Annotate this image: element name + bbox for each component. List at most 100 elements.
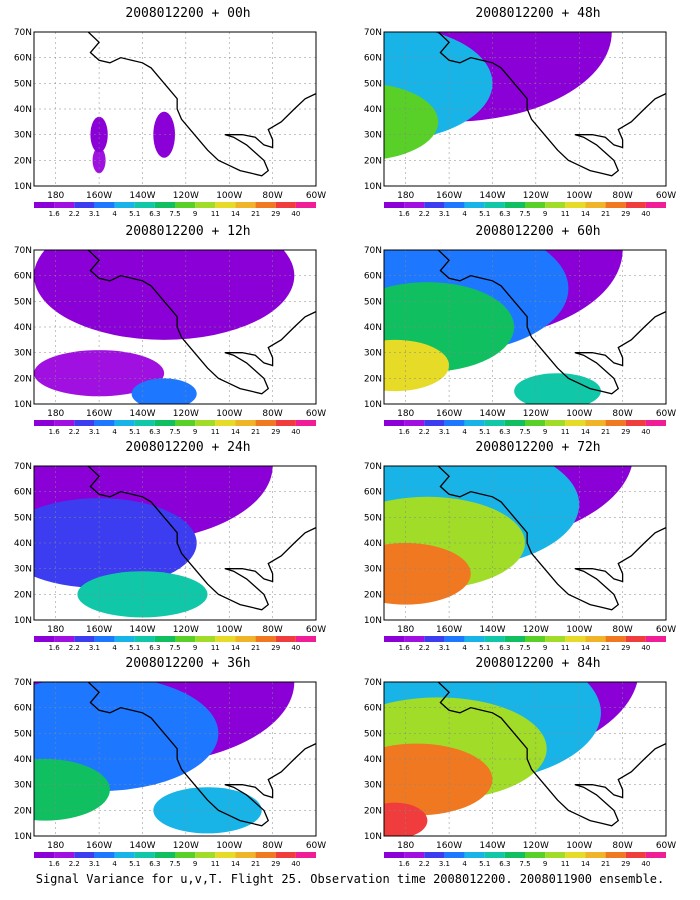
colorbar-swatch [504, 852, 525, 858]
lat-tick-label: 50N [14, 79, 32, 89]
panel-title: 2008012200 + 00h [125, 6, 251, 21]
colorbar-swatch [464, 636, 485, 642]
lat-tick-label: 70N [364, 462, 382, 472]
colorbar-label: 9 [543, 210, 547, 218]
colorbar-label: 7.5 [519, 860, 530, 868]
lat-tick-label: 30N [14, 781, 32, 791]
colorbar-swatch [625, 852, 646, 858]
colorbar-label: 1.6 [399, 860, 411, 868]
colorbar-swatch [295, 202, 316, 208]
colorbar-label: 6.3 [499, 860, 510, 868]
coastline [437, 250, 666, 395]
lon-tick-label: 120W [173, 191, 199, 201]
colorbar-swatch [255, 636, 276, 642]
colorbar-label: 11 [211, 210, 220, 218]
colorbar-swatch [404, 202, 425, 208]
lon-tick-label: 120W [523, 625, 549, 635]
colorbar-label: 4 [462, 860, 467, 868]
colorbar-swatch [215, 420, 236, 426]
colorbar-swatch [424, 420, 445, 426]
coastline [87, 682, 316, 827]
colorbar-label: 21 [251, 860, 260, 868]
colorbar-swatch [54, 420, 75, 426]
colorbar-label: 21 [601, 428, 610, 436]
colorbar-swatch [585, 636, 606, 642]
map-plot: 10N 20N 30N 40N 50N 60N 70N 180 160W 140W 120W 100W… [364, 28, 676, 218]
variance-region [384, 802, 428, 836]
lon-tick-label: 160W [86, 191, 112, 201]
colorbar-label: 3.1 [89, 644, 100, 652]
map-frame [33, 465, 317, 621]
colorbar-swatch [94, 420, 115, 426]
colorbar-label: 2.2 [69, 860, 80, 868]
map-plot: 10N 20N 30N 40N 50N 60N 70N 180 160W 140W 120W 100W… [14, 462, 326, 652]
colorbar-label: 3.1 [439, 428, 450, 436]
map-plot: 10N 20N 30N 40N 50N 60N 70N 180 160W 140W 120W 100W… [14, 678, 326, 868]
lon-tick-label: 60W [656, 625, 676, 635]
colorbar-swatch [215, 852, 236, 858]
colorbar-label: 4 [462, 428, 467, 436]
lon-tick-label: 60W [306, 191, 326, 201]
colorbar-swatch [484, 202, 505, 208]
colorbar-swatch [565, 852, 586, 858]
colorbar-swatch [74, 420, 95, 426]
map-plot: 10N 20N 30N 40N 50N 60N 70N 180 160W 140W 120W 100W… [364, 246, 676, 436]
colorbar-swatch [154, 420, 175, 426]
colorbar-label: 6.3 [149, 644, 160, 652]
colorbar-swatch [625, 420, 646, 426]
colorbar-label: 7.5 [169, 428, 180, 436]
lon-tick-label: 180 [47, 625, 64, 635]
colorbar-swatch [605, 852, 626, 858]
colorbar-label: 6.3 [149, 428, 160, 436]
colorbar-swatch [605, 636, 626, 642]
colorbar-swatch [114, 852, 135, 858]
lat-tick-label: 20N [364, 156, 382, 166]
colorbar-swatch [34, 202, 55, 208]
lat-tick-label: 20N [14, 374, 32, 384]
lat-tick-label: 20N [364, 590, 382, 600]
colorbar-label: 40 [291, 210, 300, 218]
colorbar-label: 4 [112, 428, 117, 436]
colorbar-swatch [195, 852, 216, 858]
colorbar-swatch [275, 852, 296, 858]
colorbar-swatch [114, 636, 135, 642]
lon-tick-label: 160W [86, 841, 112, 851]
lon-tick-label: 180 [47, 191, 64, 201]
colorbar-swatch [134, 636, 155, 642]
colorbar-label: 14 [231, 428, 240, 436]
lon-tick-label: 140W [479, 191, 505, 201]
map-frame [383, 465, 667, 621]
colorbar-label: 2.2 [69, 428, 80, 436]
colorbar-swatch [605, 420, 626, 426]
variance-region [34, 250, 295, 340]
variance-region [131, 378, 197, 404]
colorbar-swatch [464, 852, 485, 858]
lon-tick-label: 60W [656, 191, 676, 201]
map-panel: 2008012200 + 84h 10N 20N 30N 40N 50N 60N 70N 180… [364, 650, 700, 872]
colorbar-swatch [424, 852, 445, 858]
colorbar-swatch [235, 636, 256, 642]
colorbar-label: 11 [561, 860, 570, 868]
lat-tick-label: 50N [14, 297, 32, 307]
colorbar-swatch [215, 636, 236, 642]
colorbar-swatch [295, 852, 316, 858]
lat-tick-label: 30N [364, 781, 382, 791]
lon-tick-label: 140W [129, 625, 155, 635]
colorbar-label: 9 [193, 644, 197, 652]
lon-tick-label: 80W [262, 841, 282, 851]
lat-tick-label: 20N [14, 156, 32, 166]
lat-tick-label: 10N [364, 400, 382, 410]
colorbar-swatch [255, 852, 276, 858]
colorbar-label: 29 [621, 860, 630, 868]
variance-region [0, 163, 10, 189]
colorbar-swatch [134, 202, 155, 208]
colorbar-swatch [134, 852, 155, 858]
lon-tick-label: 60W [306, 841, 326, 851]
lat-tick-label: 40N [14, 755, 32, 765]
map-plot: 10N 20N 30N 40N 50N 60N 70N 180 160W 140W 120W 100W… [14, 246, 326, 436]
colorbar-label: 29 [271, 860, 280, 868]
coastline [87, 32, 316, 177]
variance-region [384, 743, 493, 816]
lat-tick-label: 10N [364, 832, 382, 842]
lat-tick-label: 50N [14, 729, 32, 739]
